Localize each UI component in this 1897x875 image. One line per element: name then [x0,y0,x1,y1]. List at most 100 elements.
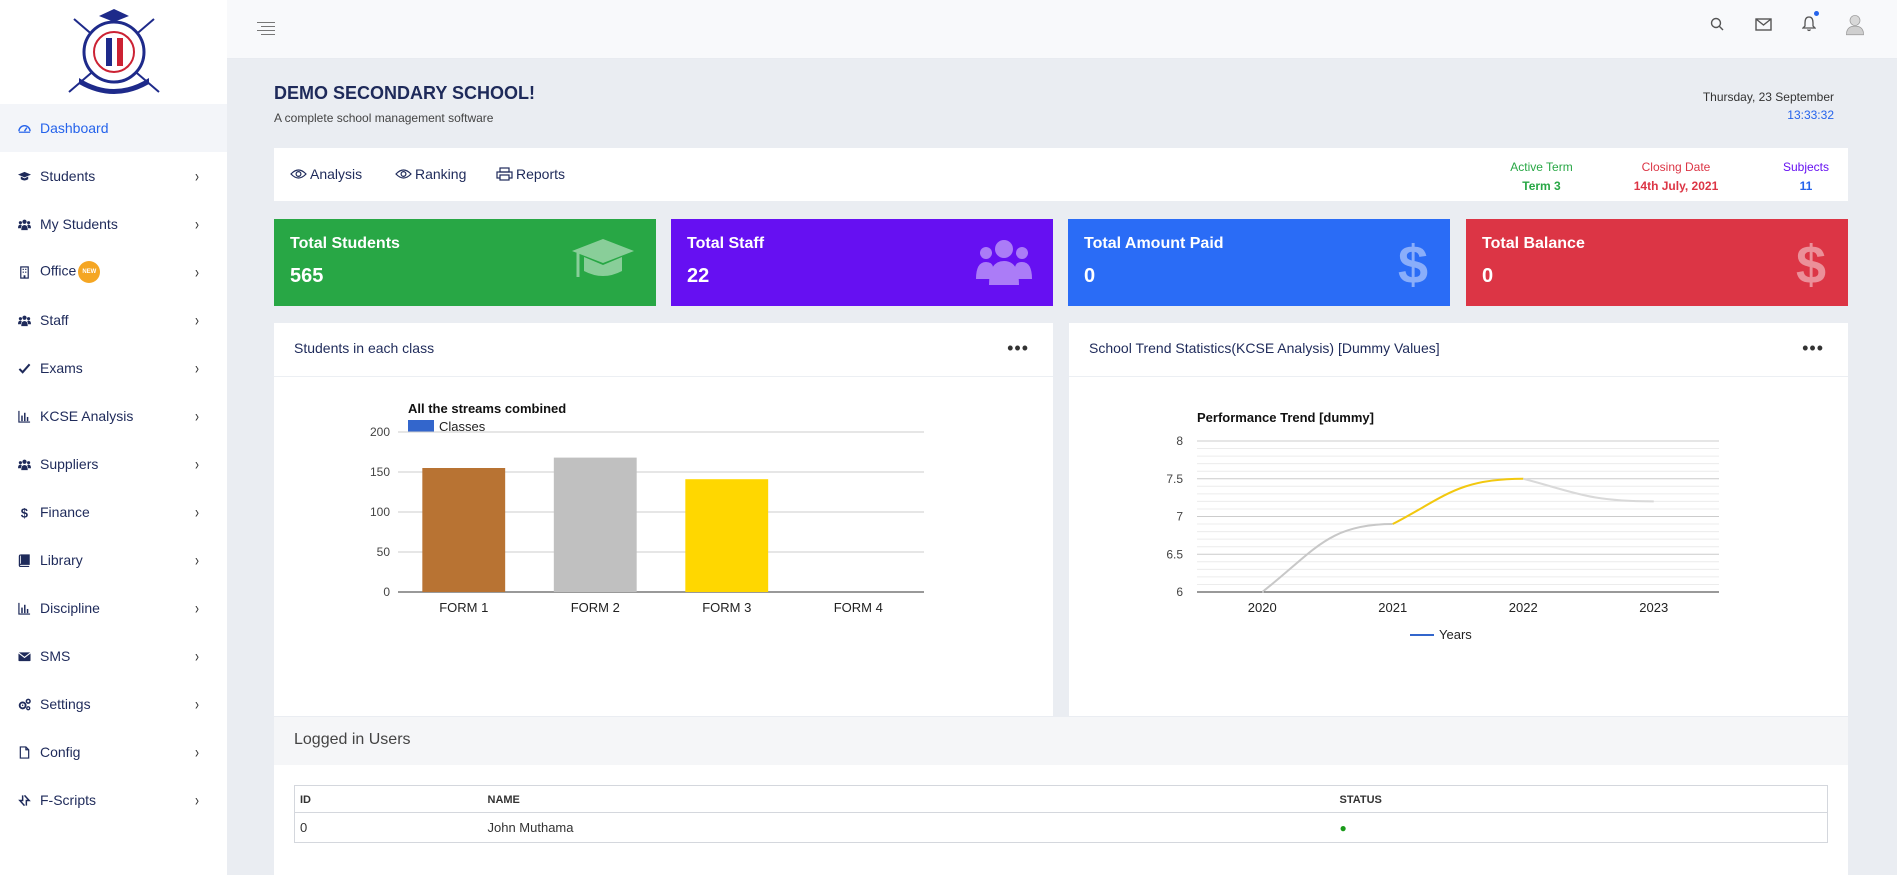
x-tick-label: 2022 [1509,600,1538,615]
sidebar-item-label: KCSE Analysis [40,408,134,424]
more-options-icon[interactable]: ••• [1007,338,1029,358]
sidebar-item-label: Library [40,552,83,568]
sidebar-item-suppliers[interactable]: Suppliers › [0,440,227,488]
book-icon [16,553,32,567]
stat-card-students[interactable]: Total Students 565 [274,219,656,306]
column-header: ID [294,785,483,813]
sidebar-item-settings[interactable]: Settings › [0,680,227,728]
print-icon [496,167,513,181]
topbar [227,0,1897,59]
chevron-right-icon: › [195,742,199,762]
y-tick-label: 100 [370,505,390,519]
tab-ranking[interactable]: Ranking [395,166,466,182]
stat-value: 0 [1084,265,1096,287]
cogs-icon [16,698,32,711]
sidebar-item-label: My Students [40,216,118,232]
sidebar: Dashboard Students › My Students › Office NEW ›… [0,0,227,875]
sidebar-item-label: SMS [40,648,71,664]
line-chart: Performance Trend [dummy] 6 6.5 7 7.5 8 2020 20… [1166,410,1719,642]
sidebar-item-kcse-analysis[interactable]: KCSE Analysis › [0,392,227,440]
tab-analysis[interactable]: Analysis [290,166,362,182]
series-line [1392,477,1524,525]
svg-text:$: $ [20,506,28,519]
sidebar-item-label: Dashboard [40,120,109,136]
sidebar-item-dashboard[interactable]: Dashboard [0,104,227,152]
users-title: Logged in Users [274,717,1848,765]
user-avatar[interactable] [1845,14,1865,36]
page-subtitle: A complete school management software [274,111,494,125]
sidebar-item-discipline[interactable]: Discipline › [0,584,227,632]
graduation-cap-icon [572,239,634,277]
sidebar-item-f-scripts[interactable]: F-Scripts › [0,776,227,824]
sidebar-item-text: Office [40,262,77,279]
svg-text:$: $ [1796,235,1826,289]
sidebar-item-label: Discipline [40,600,100,616]
column-header: NAME [482,785,1335,813]
x-tick-label: 2021 [1378,600,1407,615]
panel-title: Students in each class [294,340,435,356]
sidebar-item-label: Exams [40,360,83,376]
chevron-right-icon: › [195,310,199,330]
bell-icon[interactable] [1799,11,1819,34]
users-icon [16,218,32,231]
sidebar-item-my-students[interactable]: My Students › [0,200,227,248]
bar-chart: All the streams combined Classes 0 50 100 150… [370,401,924,615]
new-badge: NEW [78,261,101,283]
eye-icon [395,169,412,179]
file-icon [16,745,32,759]
stat-card-balance[interactable]: Total Balance 0 $ [1466,219,1848,306]
dollar-icon: $ [1796,235,1826,289]
check-icon [16,362,32,375]
sidebar-item-label: Config [40,744,81,760]
eye-icon [290,169,307,179]
chevron-right-icon: › [195,502,199,522]
legend-label: Classes [439,419,486,434]
tab-reports[interactable]: Reports [496,166,565,182]
sidebar-item-config[interactable]: Config › [0,728,227,776]
sidebar-item-exams[interactable]: Exams › [0,344,227,392]
search-icon[interactable] [1707,14,1727,34]
graduation-cap-icon [16,170,32,183]
stat-card-staff[interactable]: Total Staff 22 [671,219,1053,306]
users-icon [16,314,32,327]
sidebar-item-office[interactable]: Office NEW › [0,248,227,296]
envelope-icon[interactable] [1753,14,1773,34]
dashboard-icon [16,122,32,135]
users-icon [16,458,32,471]
chevron-right-icon: › [195,358,199,378]
sidebar-item-label: Suppliers [40,456,99,472]
dollar-icon: $ [16,506,32,519]
sidebar-item-library[interactable]: Library › [0,536,227,584]
x-tick-label: FORM 4 [834,600,883,615]
stat-value: 565 [290,265,324,287]
sidebar-item-label: Office NEW [40,261,195,283]
active-term: Active Term Term 3 [1499,158,1584,196]
dollar-icon: $ [1398,235,1428,289]
bar-chart-icon [16,410,32,423]
closing-date-label: Closing Date [1641,160,1711,174]
table-row[interactable]: 0 John Muthama ● [294,812,1828,843]
sidebar-item-staff[interactable]: Staff › [0,296,227,344]
school-logo[interactable] [0,0,227,104]
sidebar-item-finance[interactable]: $ Finance › [0,488,227,536]
sidebar-item-label: Settings [40,696,91,712]
user-name: John Muthama [482,812,1335,843]
chevron-right-icon: › [195,214,199,234]
active-term-label: Active Term [1510,160,1573,174]
sidebar-item-sms[interactable]: SMS › [0,632,227,680]
chart-title: Performance Trend [dummy] [1197,410,1374,425]
school-trend-panel: School Trend Statistics(KCSE Analysis) [… [1069,323,1848,716]
column-header: STATUS [1334,785,1828,813]
code-icon [16,794,32,807]
stat-title: Total Balance [1482,235,1585,252]
sidebar-item-students[interactable]: Students › [0,152,227,200]
stat-card-amount-paid[interactable]: Total Amount Paid 0 $ [1068,219,1450,306]
series-line [1261,523,1393,593]
y-tick-label: 0 [383,585,390,599]
logged-in-users-panel: Logged in Users ID NAME STATUS 0 John Mu… [274,717,1848,875]
closing-date-value: 14th July, 2021 [1633,179,1719,193]
user-id: 0 [294,812,483,843]
more-options-icon[interactable]: ••• [1802,338,1824,358]
menu-toggle-icon[interactable] [257,22,275,38]
users-table: ID NAME STATUS 0 John Muthama ● [294,785,1828,843]
